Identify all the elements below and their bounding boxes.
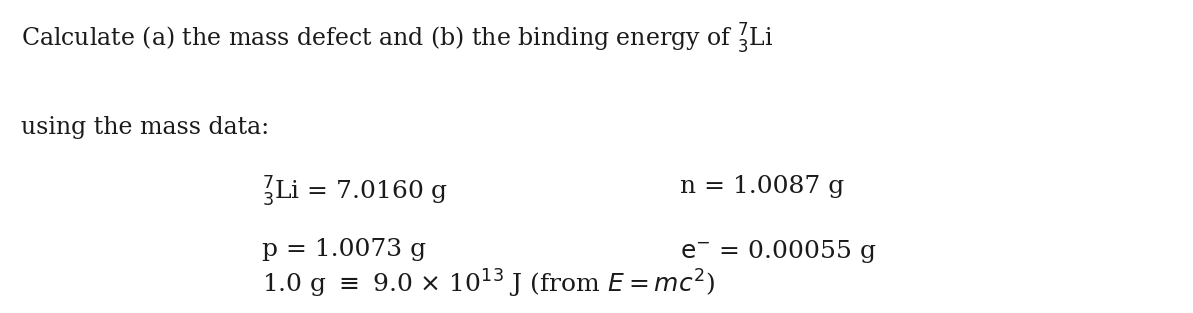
- Text: $\mathrm{e}^{-}$ = 0.00055 g: $\mathrm{e}^{-}$ = 0.00055 g: [680, 238, 877, 265]
- Text: n = 1.0087 g: n = 1.0087 g: [680, 175, 845, 198]
- Text: p = 1.0073 g: p = 1.0073 g: [262, 238, 427, 261]
- Text: $^{7}_{3}$Li = 7.0160 g: $^{7}_{3}$Li = 7.0160 g: [262, 175, 449, 209]
- Text: 1.0 g $\equiv$ 9.0 $\times$ 10$^{13}$ J (from $E = mc^{2}$): 1.0 g $\equiv$ 9.0 $\times$ 10$^{13}$ J …: [262, 268, 716, 300]
- Text: Calculate (a) the mass defect and (b) the binding energy of $^{7}_{3}$Li: Calculate (a) the mass defect and (b) th…: [21, 22, 773, 56]
- Text: using the mass data:: using the mass data:: [21, 116, 270, 139]
